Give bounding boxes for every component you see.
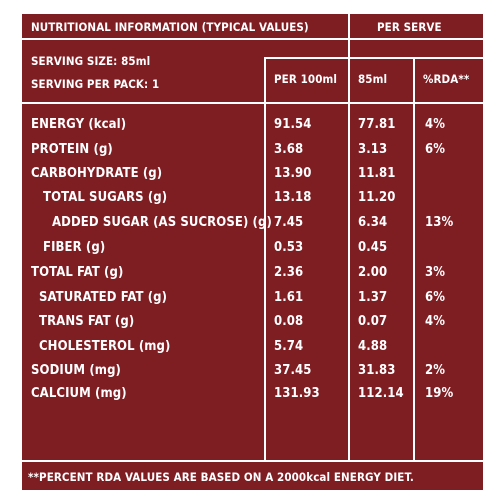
serve-value: 11.81 [358,166,396,181]
per100-value: 0.08 [274,314,304,329]
per100-value: 37.45 [274,363,312,378]
divider [265,57,483,59]
serve-value: 0.07 [358,314,388,329]
serving-per-pack: SERVING PER PACK: 1 [31,77,160,91]
footnote: **PERCENT RDA VALUES ARE BASED ON A 2000… [28,470,414,484]
nutrient-label: PROTEIN (g) [31,142,113,157]
divider [22,38,483,40]
nutrient-label: ENERGY (kcal) [31,117,127,132]
column-header-per100: PER 100ml [274,72,338,86]
divider [264,57,266,462]
nutrient-label: CALCIUM (mg) [31,386,127,401]
serve-value: 77.81 [358,117,396,132]
rda-value: 4% [425,117,446,132]
per100-value: 13.90 [274,166,312,181]
rda-value: 13% [425,215,454,230]
serve-value: 1.37 [358,290,388,305]
nutrient-label: TRANS FAT (g) [39,314,135,329]
serve-value: 6.34 [358,215,388,230]
per100-value: 131.93 [274,386,320,401]
per100-value: 7.45 [274,215,304,230]
serving-size: SERVING SIZE: 85ml [31,54,151,68]
per100-value: 5.74 [274,339,304,354]
per100-value: 3.68 [274,142,304,157]
divider [348,14,350,462]
per100-value: 0.53 [274,240,304,255]
divider [22,102,483,104]
per100-value: 2.36 [274,265,304,280]
rda-value: 6% [425,290,446,305]
serve-value: 0.45 [358,240,388,255]
nutrient-label: TOTAL SUGARS (g) [43,190,168,205]
column-header-serve: 85ml [358,72,388,86]
nutrient-label: TOTAL FAT (g) [31,265,124,280]
serve-value: 31.83 [358,363,396,378]
per100-value: 13.18 [274,190,312,205]
serve-value: 4.88 [358,339,388,354]
nutrient-label: SODIUM (mg) [31,363,121,378]
divider [22,460,483,462]
nutrient-label: CARBOHYDRATE (g) [31,166,163,181]
serve-value: 11.20 [358,190,396,205]
serve-value: 3.13 [358,142,388,157]
divider [413,57,415,462]
serve-value: 2.00 [358,265,388,280]
nutrient-label: ADDED SUGAR (AS SUCROSE) (g) [52,215,272,230]
per-serve-heading: PER SERVE [377,20,442,34]
rda-value: 19% [425,386,454,401]
table-title: NUTRITIONAL INFORMATION (TYPICAL VALUES) [31,20,309,34]
per100-value: 1.61 [274,290,304,305]
rda-value: 2% [425,363,446,378]
nutrient-label: CHOLESTEROL (mg) [39,339,171,354]
rda-value: 4% [425,314,446,329]
rda-value: 6% [425,142,446,157]
nutrient-label: FIBER (g) [43,240,106,255]
rda-value: 3% [425,265,446,280]
nutrition-panel: NUTRITIONAL INFORMATION (TYPICAL VALUES)… [22,14,483,490]
per100-value: 91.54 [274,117,312,132]
column-header-rda: %RDA** [423,72,470,86]
serve-value: 112.14 [358,386,404,401]
nutrient-label: SATURATED FAT (g) [39,290,168,305]
